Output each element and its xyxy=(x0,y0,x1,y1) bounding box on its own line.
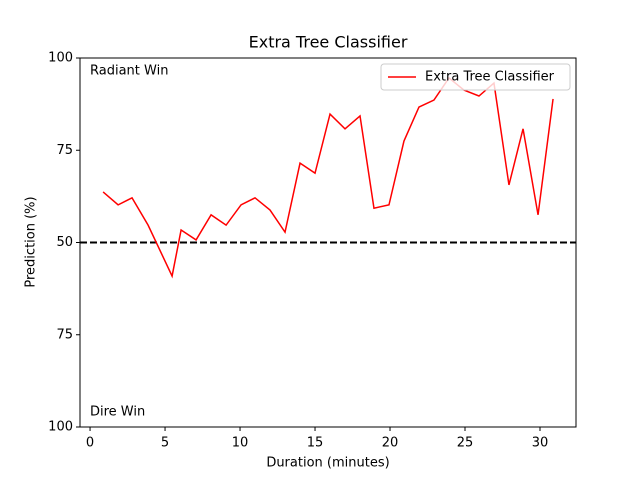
data-line xyxy=(102,76,554,279)
y-tick-label: 75 xyxy=(56,327,73,342)
x-tick-label: 5 xyxy=(161,436,169,451)
legend-box xyxy=(380,63,571,91)
annotation: Dire Win xyxy=(90,405,145,420)
legend-label: Extra Tree Classifier xyxy=(425,70,555,85)
x-tick-label: 25 xyxy=(457,436,474,451)
annotation: Radiant Win xyxy=(90,64,168,79)
x-tick-label: 30 xyxy=(532,436,549,451)
y-tick-label: 100 xyxy=(48,420,73,435)
x-tick-label: 15 xyxy=(307,436,324,451)
y-tick-label: 100 xyxy=(48,51,73,66)
y-tick-label: 50 xyxy=(56,235,73,250)
x-tick-label: 20 xyxy=(382,436,399,451)
chart-title: Extra Tree Classifier xyxy=(249,33,408,52)
y-axis-label: Prediction (%) xyxy=(24,196,39,287)
x-axis-label: Duration (minutes) xyxy=(266,456,389,471)
x-tick-label: 0 xyxy=(86,436,94,451)
y-tick-label: 75 xyxy=(56,143,73,158)
plot-frame xyxy=(79,57,577,428)
x-tick-label: 10 xyxy=(232,436,249,451)
